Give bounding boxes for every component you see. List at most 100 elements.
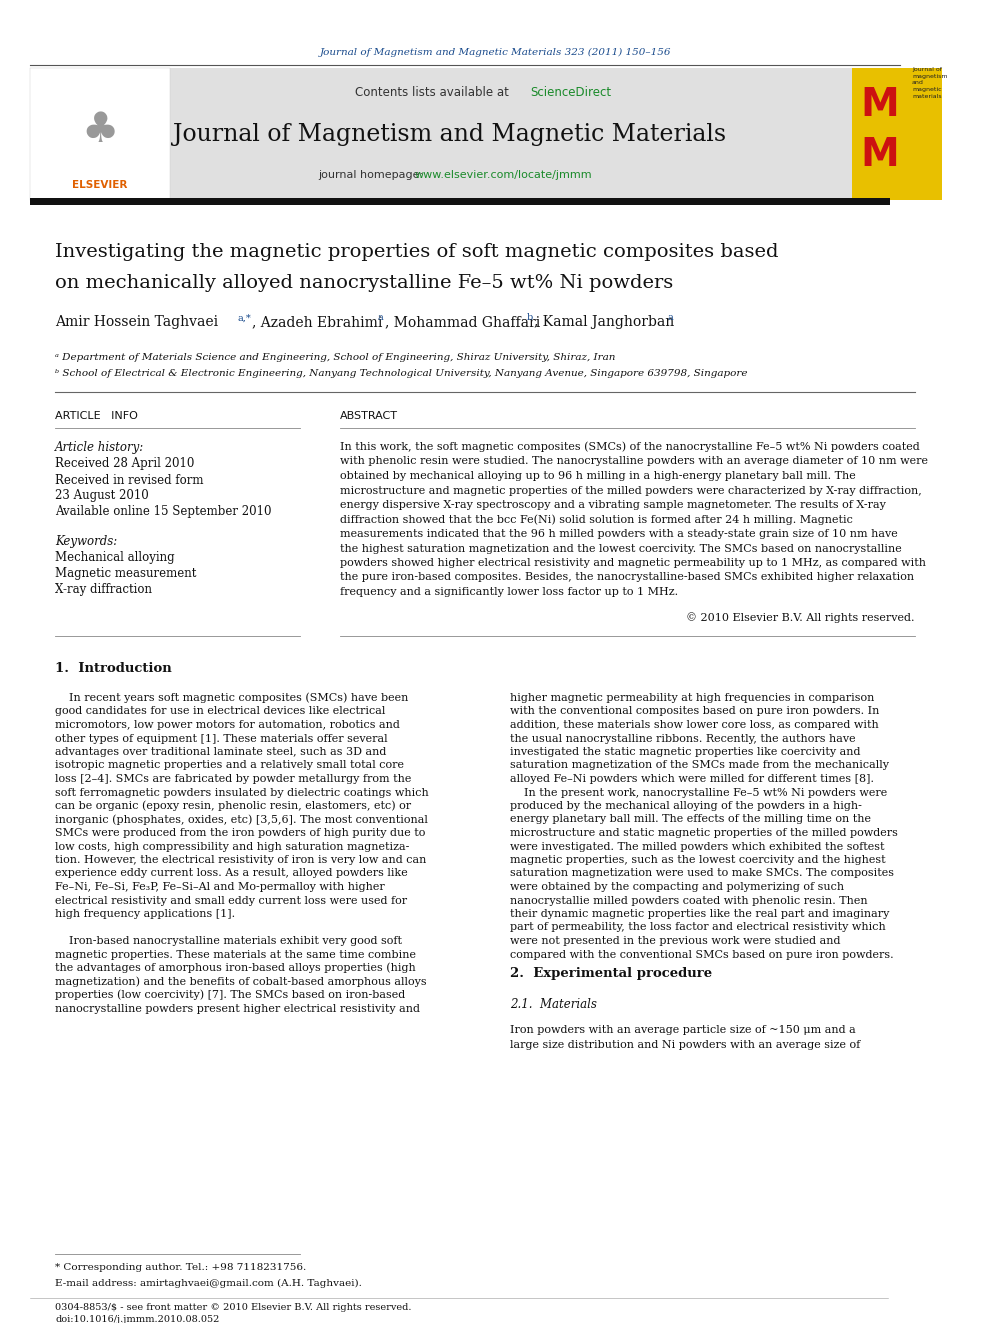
Text: compared with the conventional SMCs based on pure iron powders.: compared with the conventional SMCs base… [510,950,894,959]
Text: M: M [861,136,900,175]
Text: advantages over traditional laminate steel, such as 3D and: advantages over traditional laminate ste… [55,747,386,757]
Text: , Azadeh Ebrahimi: , Azadeh Ebrahimi [252,315,382,329]
Text: ᵇ School of Electrical & Electronic Engineering, Nanyang Technological Universit: ᵇ School of Electrical & Electronic Engi… [55,369,748,378]
Bar [852,67,942,200]
Text: nanocrystallie milled powders coated with phenolic resin. Then: nanocrystallie milled powders coated wit… [510,896,868,905]
Text: Journal of
magnetism
and
magnetic
materials: Journal of magnetism and magnetic materi… [912,67,947,99]
Text: diffraction showed that the bcc Fe(Ni) solid solution is formed after 24 h milli: diffraction showed that the bcc Fe(Ni) s… [340,515,853,525]
Bar [30,198,890,205]
Text: isotropic magnetic properties and a relatively small total core: isotropic magnetic properties and a rela… [55,761,404,770]
Text: Investigating the magnetic properties of soft magnetic composites based: Investigating the magnetic properties of… [55,243,779,261]
Text: Available online 15 September 2010: Available online 15 September 2010 [55,505,272,519]
Text: were investigated. The milled powders which exhibited the softest: were investigated. The milled powders wh… [510,841,885,852]
Text: produced by the mechanical alloying of the powders in a high-: produced by the mechanical alloying of t… [510,800,862,811]
Text: , Kamal Janghorban: , Kamal Janghorban [534,315,675,329]
Text: saturation magnetization of the SMCs made from the mechanically: saturation magnetization of the SMCs mad… [510,761,889,770]
Text: their dynamic magnetic properties like the real part and imaginary: their dynamic magnetic properties like t… [510,909,890,919]
Text: , Mohammad Ghaffari: , Mohammad Ghaffari [385,315,541,329]
Text: alloyed Fe–Ni powders which were milled for different times [8].: alloyed Fe–Ni powders which were milled … [510,774,874,785]
Text: experience eddy current loss. As a result, alloyed powders like: experience eddy current loss. As a resul… [55,868,408,878]
Text: Article history:: Article history: [55,441,144,454]
Text: In this work, the soft magnetic composites (SMCs) of the nanocrystalline Fe–5 wt: In this work, the soft magnetic composit… [340,442,920,452]
Text: magnetic properties, such as the lowest coercivity and the highest: magnetic properties, such as the lowest … [510,855,886,865]
Text: part of permeability, the loss factor and electrical resistivity which: part of permeability, the loss factor an… [510,922,886,933]
Text: b: b [527,314,534,323]
Text: ♣: ♣ [81,108,119,151]
Text: inorganic (phosphates, oxides, etc) [3,5,6]. The most conventional: inorganic (phosphates, oxides, etc) [3,5… [55,814,428,824]
Text: Fe–Ni, Fe–Si, Fe₃P, Fe–Si–Al and Mo-permalloy with higher: Fe–Ni, Fe–Si, Fe₃P, Fe–Si–Al and Mo-perm… [55,882,385,892]
Bar [30,67,890,200]
Text: magnetization) and the benefits of cobalt-based amorphous alloys: magnetization) and the benefits of cobal… [55,976,427,987]
Text: Received in revised form: Received in revised form [55,474,203,487]
Text: nanocrystalline powders present higher electrical resistivity and: nanocrystalline powders present higher e… [55,1004,420,1013]
Text: low costs, high compressibility and high saturation magnetiza-: low costs, high compressibility and high… [55,841,410,852]
Text: properties (low coercivity) [7]. The SMCs based on iron-based: properties (low coercivity) [7]. The SMC… [55,990,406,1000]
Text: a: a [668,314,674,323]
Text: the highest saturation magnetization and the lowest coercivity. The SMCs based o: the highest saturation magnetization and… [340,544,902,553]
Text: * Corresponding author. Tel.: +98 7118231756.: * Corresponding author. Tel.: +98 711823… [55,1263,307,1273]
Text: with phenolic resin were studied. The nanocrystalline powders with an average di: with phenolic resin were studied. The na… [340,456,928,467]
Text: can be organic (epoxy resin, phenolic resin, elastomers, etc) or: can be organic (epoxy resin, phenolic re… [55,800,411,811]
Text: microstructure and magnetic properties of the milled powders were characterized : microstructure and magnetic properties o… [340,486,922,496]
Text: a,*: a,* [237,314,251,323]
Text: loss [2–4]. SMCs are fabricated by powder metallurgy from the: loss [2–4]. SMCs are fabricated by powde… [55,774,412,785]
Text: © 2010 Elsevier B.V. All rights reserved.: © 2010 Elsevier B.V. All rights reserved… [686,613,915,623]
Text: ᵃ Department of Materials Science and Engineering, School of Engineering, Shiraz: ᵃ Department of Materials Science and En… [55,352,615,361]
Text: high frequency applications [1].: high frequency applications [1]. [55,909,235,919]
Text: measurements indicated that the 96 h milled powders with a steady-state grain si: measurements indicated that the 96 h mil… [340,529,898,538]
Text: were not presented in the previous work were studied and: were not presented in the previous work … [510,935,840,946]
Text: Received 28 April 2010: Received 28 April 2010 [55,458,194,471]
Text: soft ferromagnetic powders insulated by dielectric coatings which: soft ferromagnetic powders insulated by … [55,787,429,798]
Text: energy dispersive X-ray spectroscopy and a vibrating sample magnetometer. The re: energy dispersive X-ray spectroscopy and… [340,500,886,509]
Text: higher magnetic permeability at high frequencies in comparison: higher magnetic permeability at high fre… [510,693,874,703]
Text: Journal of Magnetism and Magnetic Materials 323 (2011) 150–156: Journal of Magnetism and Magnetic Materi… [320,48,672,57]
Text: Contents lists available at: Contents lists available at [355,86,513,99]
Text: 2.  Experimental procedure: 2. Experimental procedure [510,967,712,979]
Text: the usual nanocrystalline ribbons. Recently, the authors have: the usual nanocrystalline ribbons. Recen… [510,733,856,744]
Text: Keywords:: Keywords: [55,534,117,548]
Text: journal homepage:: journal homepage: [318,169,427,180]
Text: other types of equipment [1]. These materials offer several: other types of equipment [1]. These mate… [55,733,388,744]
Text: ABSTRACT: ABSTRACT [340,411,398,421]
Text: Mechanical alloying: Mechanical alloying [55,550,175,564]
Text: SMCs were produced from the iron powders of high purity due to: SMCs were produced from the iron powders… [55,828,426,837]
Text: a: a [378,314,384,323]
Text: investigated the static magnetic properties like coercivity and: investigated the static magnetic propert… [510,747,860,757]
Text: Iron powders with an average particle size of ~150 μm and a: Iron powders with an average particle si… [510,1025,856,1035]
Text: X-ray diffraction: X-ray diffraction [55,582,152,595]
Text: 23 August 2010: 23 August 2010 [55,490,149,503]
Text: ELSEVIER: ELSEVIER [72,180,128,191]
Text: the advantages of amorphous iron-based alloys properties (high: the advantages of amorphous iron-based a… [55,963,416,974]
Text: with the conventional composites based on pure iron powders. In: with the conventional composites based o… [510,706,879,717]
Text: www.elsevier.com/locate/jmmm: www.elsevier.com/locate/jmmm [415,169,592,180]
Text: 0304-8853/$ - see front matter © 2010 Elsevier B.V. All rights reserved.: 0304-8853/$ - see front matter © 2010 El… [55,1303,412,1312]
Text: good candidates for use in electrical devices like electrical: good candidates for use in electrical de… [55,706,385,717]
Text: were obtained by the compacting and polymerizing of such: were obtained by the compacting and poly… [510,882,844,892]
Text: powders showed higher electrical resistivity and magnetic permeability up to 1 M: powders showed higher electrical resisti… [340,558,926,568]
Text: microstructure and static magnetic properties of the milled powders: microstructure and static magnetic prope… [510,828,898,837]
Text: micromotors, low power motors for automation, robotics and: micromotors, low power motors for automa… [55,720,400,730]
Text: 2.1.  Materials: 2.1. Materials [510,999,597,1012]
Text: ARTICLE   INFO: ARTICLE INFO [55,411,138,421]
Text: 1.  Introduction: 1. Introduction [55,663,172,676]
Text: Magnetic measurement: Magnetic measurement [55,566,196,579]
Text: M: M [861,86,900,124]
Bar [30,67,170,200]
Text: addition, these materials show lower core loss, as compared with: addition, these materials show lower cor… [510,720,879,730]
Text: obtained by mechanical alloying up to 96 h milling in a high-energy planetary ba: obtained by mechanical alloying up to 96… [340,471,856,482]
Text: In the present work, nanocrystalline Fe–5 wt% Ni powders were: In the present work, nanocrystalline Fe–… [510,787,887,798]
Text: ScienceDirect: ScienceDirect [530,86,611,99]
Text: large size distribution and Ni powders with an average size of: large size distribution and Ni powders w… [510,1040,860,1049]
Text: tion. However, the electrical resistivity of iron is very low and can: tion. However, the electrical resistivit… [55,855,427,865]
Text: on mechanically alloyed nanocrystalline Fe–5 wt% Ni powders: on mechanically alloyed nanocrystalline … [55,274,674,292]
Text: Iron-based nanocrystalline materials exhibit very good soft: Iron-based nanocrystalline materials exh… [55,935,402,946]
Text: In recent years soft magnetic composites (SMCs) have been: In recent years soft magnetic composites… [55,693,409,704]
Text: the pure iron-based composites. Besides, the nanocrystalline-based SMCs exhibite: the pure iron-based composites. Besides,… [340,573,914,582]
Text: frequency and a significantly lower loss factor up to 1 MHz.: frequency and a significantly lower loss… [340,587,679,597]
Text: doi:10.1016/j.jmmm.2010.08.052: doi:10.1016/j.jmmm.2010.08.052 [55,1315,219,1323]
Text: energy planetary ball mill. The effects of the milling time on the: energy planetary ball mill. The effects … [510,815,871,824]
Text: Journal of Magnetism and Magnetic Materials: Journal of Magnetism and Magnetic Materi… [174,123,726,147]
Text: Amir Hossein Taghvaei: Amir Hossein Taghvaei [55,315,218,329]
Text: saturation magnetization were used to make SMCs. The composites: saturation magnetization were used to ma… [510,868,894,878]
Text: E-mail address: amirtaghvaei@gmail.com (A.H. Taghvaei).: E-mail address: amirtaghvaei@gmail.com (… [55,1278,362,1287]
